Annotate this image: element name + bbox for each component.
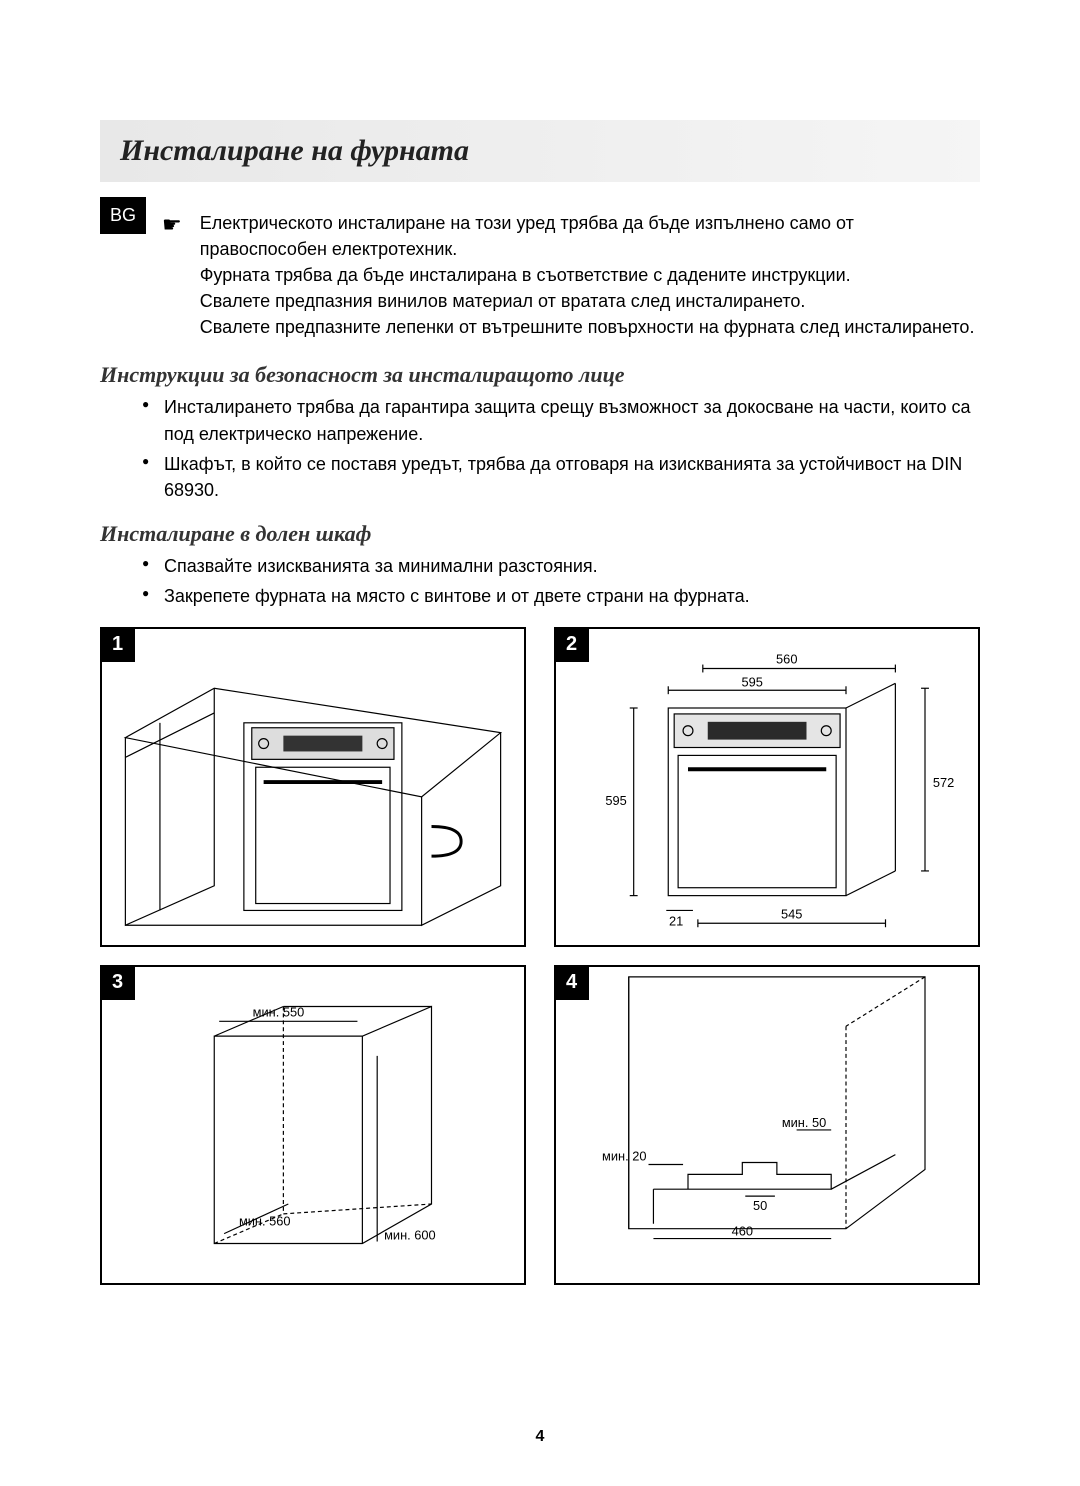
figure-number: 4 xyxy=(554,965,589,1000)
oven-isometric-diagram xyxy=(102,629,524,945)
svg-text:572: 572 xyxy=(933,775,954,790)
list-item: Закрепете фурната на място с винтове и о… xyxy=(142,583,980,609)
figure-number: 3 xyxy=(100,965,135,1000)
svg-text:545: 545 xyxy=(781,906,802,921)
figure-2: 2 xyxy=(554,627,980,947)
figure-row-1: 1 xyxy=(100,627,980,947)
intro-text: Електрическото инсталиране на този уред … xyxy=(200,210,980,340)
svg-text:мин. 600: мин. 600 xyxy=(384,1228,436,1243)
intro-block: ☛ Електрическото инсталиране на този уре… xyxy=(162,210,980,340)
figure-number: 1 xyxy=(100,627,135,662)
cabinet-opening-diagram: мин. 550 мин. 560 мин. 600 xyxy=(102,967,524,1283)
page-number: 4 xyxy=(0,1428,1080,1446)
figure-1: 1 xyxy=(100,627,526,947)
svg-text:595: 595 xyxy=(605,793,626,808)
section1-heading: Инструкции за безопасност за инсталиращо… xyxy=(100,362,980,388)
svg-text:21: 21 xyxy=(669,913,683,928)
figure-4: 4 мин. 50 мин. 20 50 460 xyxy=(554,965,980,1285)
list-item: Шкафът, в който се поставя уредът, трябв… xyxy=(142,451,980,503)
title-bar: Инсталиране на фурната xyxy=(100,120,980,182)
figure-row-2: 3 мин. 550 мин. 560 мин. 600 xyxy=(100,965,980,1285)
page-title: Инсталиране на фурната xyxy=(120,134,960,168)
figure-3: 3 мин. 550 мин. 560 мин. 600 xyxy=(100,965,526,1285)
section2-list: Спазвайте изискванията за минимални разс… xyxy=(142,553,980,609)
svg-text:560: 560 xyxy=(776,652,797,667)
oven-dimensions-diagram: 560 595 595 572 545 21 xyxy=(556,629,978,945)
svg-text:мин. 20: мин. 20 xyxy=(602,1149,646,1164)
figure-number: 2 xyxy=(554,627,589,662)
pointer-icon: ☛ xyxy=(162,212,182,238)
svg-text:мин. 560: мин. 560 xyxy=(239,1214,291,1229)
svg-text:50: 50 xyxy=(753,1198,767,1213)
cabinet-back-detail-diagram: мин. 50 мин. 20 50 460 xyxy=(556,967,978,1283)
section1-list: Инсталирането трябва да гарантира защита… xyxy=(142,394,980,502)
section2-heading: Инсталиране в долен шкаф xyxy=(100,521,980,547)
language-badge: BG xyxy=(100,197,146,234)
list-item: Спазвайте изискванията за минимални разс… xyxy=(142,553,980,579)
list-item: Инсталирането трябва да гарантира защита… xyxy=(142,394,980,446)
svg-text:мин. 550: мин. 550 xyxy=(253,1004,305,1019)
svg-text:460: 460 xyxy=(732,1224,753,1239)
svg-text:595: 595 xyxy=(741,674,762,689)
svg-text:мин. 50: мин. 50 xyxy=(782,1115,826,1130)
